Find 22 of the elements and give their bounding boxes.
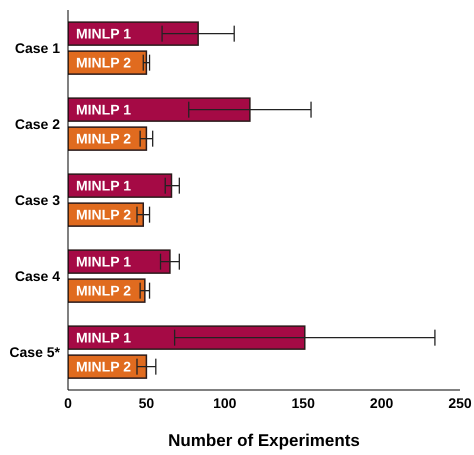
y-tick-label: Case 2 bbox=[14, 116, 60, 132]
x-tick-label: 250 bbox=[448, 394, 472, 411]
series-label: MINLP 2 bbox=[76, 282, 132, 299]
text: MINLP 1 bbox=[76, 178, 131, 194]
y-tick-label: Case 3 bbox=[14, 192, 60, 208]
text: MINLP 1 bbox=[76, 254, 131, 270]
text: MINLP 2 bbox=[76, 206, 131, 223]
x-tick-label: 100 bbox=[213, 394, 237, 411]
x-tick-label: 200 bbox=[370, 394, 394, 411]
x-tick-label: 50 bbox=[138, 394, 154, 411]
x-tick-label: 150 bbox=[292, 394, 316, 411]
text: MINLP 2 bbox=[76, 358, 131, 375]
x-axis-title: Number of Experiments bbox=[168, 431, 360, 450]
x-tick-label: 0 bbox=[64, 394, 72, 411]
y-tick-label: Case 1 bbox=[14, 40, 60, 56]
text: MINLP 2 bbox=[76, 130, 131, 147]
text: MINLP 1 bbox=[76, 102, 131, 118]
y-tick-label: Case 4 bbox=[14, 268, 60, 284]
text: MINLP 2 bbox=[76, 54, 131, 71]
series-label: MINLP 1 bbox=[76, 330, 132, 346]
text: MINLP 1 bbox=[76, 26, 131, 42]
y-tick-label: Case 5* bbox=[9, 344, 61, 360]
